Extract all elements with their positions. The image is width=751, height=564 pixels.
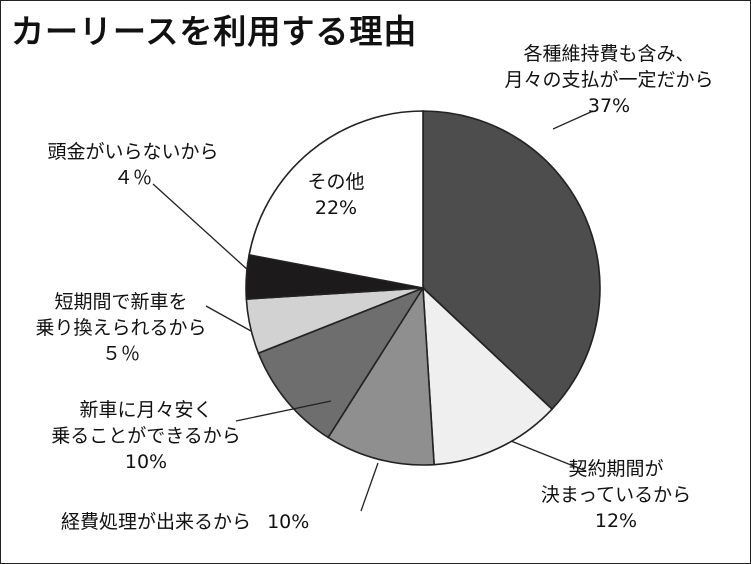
pie-slice-2 [327,285,435,466]
leader-line-5 [152,183,250,272]
pie-slice-1 [422,286,554,466]
leader-line-4 [205,305,252,332]
label-expense: 経費処理が出来るから 10% [61,511,310,533]
chart-title: カーリースを利用する理由 [11,12,418,51]
leader-line-1 [510,440,587,472]
label-monthly-cheap: 新車に月々安く 乗ることができるから 10% [51,399,241,473]
leader-line-2 [360,462,379,512]
pie-slice-0 [422,110,601,411]
label-no-down-payment: 頭金がいらないから ４％ [47,141,219,189]
label-maintenance: 各種維持費も含み、 月々の支払が一定だから 37% [504,43,714,117]
label-short-term: 短期間で新車を 乗り換えられるから ５％ [35,291,207,365]
label-contract-period: 契約期間が 決まっているから 12% [540,458,692,532]
leader-line-3 [235,400,332,422]
pie-slice-6 [248,110,424,289]
leader-line-0 [552,110,594,130]
label-other: その他 22% [307,171,365,219]
pie-slice-3 [257,286,425,439]
